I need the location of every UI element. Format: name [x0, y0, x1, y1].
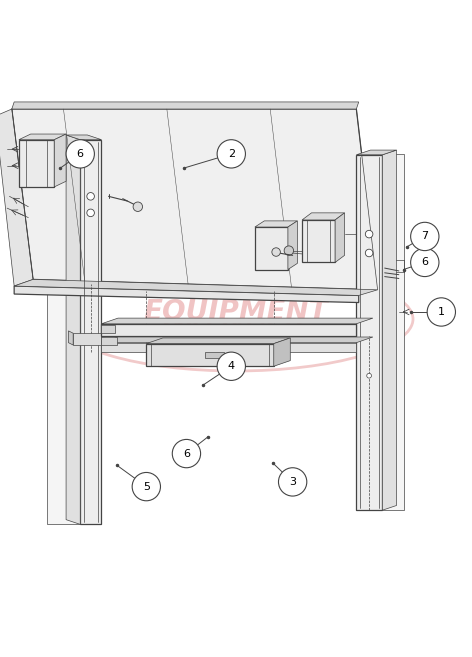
Circle shape: [272, 248, 280, 256]
Text: 5: 5: [143, 482, 150, 491]
Text: 7: 7: [421, 231, 429, 242]
Bar: [101, 337, 117, 344]
Polygon shape: [14, 279, 378, 296]
Polygon shape: [101, 324, 356, 336]
Text: 6: 6: [421, 258, 428, 267]
Circle shape: [217, 140, 245, 168]
Text: 1: 1: [438, 307, 445, 317]
Circle shape: [66, 140, 94, 168]
Polygon shape: [382, 150, 396, 510]
Polygon shape: [302, 220, 335, 262]
Polygon shape: [68, 331, 73, 345]
Circle shape: [284, 246, 294, 256]
Polygon shape: [274, 338, 290, 366]
Circle shape: [87, 209, 94, 217]
Polygon shape: [101, 343, 356, 352]
Text: SPECIALISTS: SPECIALISTS: [161, 319, 311, 338]
Polygon shape: [356, 154, 404, 510]
Polygon shape: [101, 318, 373, 324]
Polygon shape: [356, 155, 382, 510]
Circle shape: [367, 373, 371, 378]
Polygon shape: [335, 324, 356, 334]
Polygon shape: [54, 134, 66, 187]
Polygon shape: [101, 337, 373, 343]
Text: 3: 3: [289, 477, 296, 487]
Circle shape: [365, 231, 373, 238]
Polygon shape: [14, 286, 359, 302]
Text: 6: 6: [183, 449, 190, 459]
Polygon shape: [80, 140, 101, 524]
Polygon shape: [12, 102, 359, 109]
Polygon shape: [288, 221, 297, 269]
Circle shape: [133, 202, 143, 212]
Polygon shape: [47, 130, 101, 524]
Polygon shape: [146, 338, 290, 344]
Polygon shape: [255, 227, 288, 269]
Text: EQUIPMENT: EQUIPMENT: [143, 298, 329, 326]
Text: 2: 2: [228, 149, 235, 159]
Polygon shape: [302, 213, 345, 220]
Circle shape: [411, 222, 439, 250]
Circle shape: [278, 468, 307, 496]
Circle shape: [411, 248, 439, 277]
Polygon shape: [19, 140, 54, 187]
Bar: [101, 325, 115, 333]
Polygon shape: [356, 150, 396, 155]
Polygon shape: [335, 213, 345, 262]
Polygon shape: [19, 134, 66, 140]
Circle shape: [365, 249, 373, 257]
Circle shape: [87, 193, 94, 200]
Polygon shape: [255, 221, 297, 227]
Polygon shape: [66, 135, 101, 140]
Polygon shape: [0, 109, 33, 286]
Text: 4: 4: [228, 361, 235, 371]
Circle shape: [172, 440, 201, 468]
Circle shape: [427, 298, 455, 326]
Polygon shape: [12, 109, 378, 290]
Bar: [205, 351, 224, 358]
Polygon shape: [73, 333, 101, 345]
Circle shape: [217, 352, 245, 380]
Text: 6: 6: [77, 149, 84, 159]
Polygon shape: [146, 344, 274, 366]
Circle shape: [132, 472, 160, 501]
Polygon shape: [66, 135, 80, 524]
